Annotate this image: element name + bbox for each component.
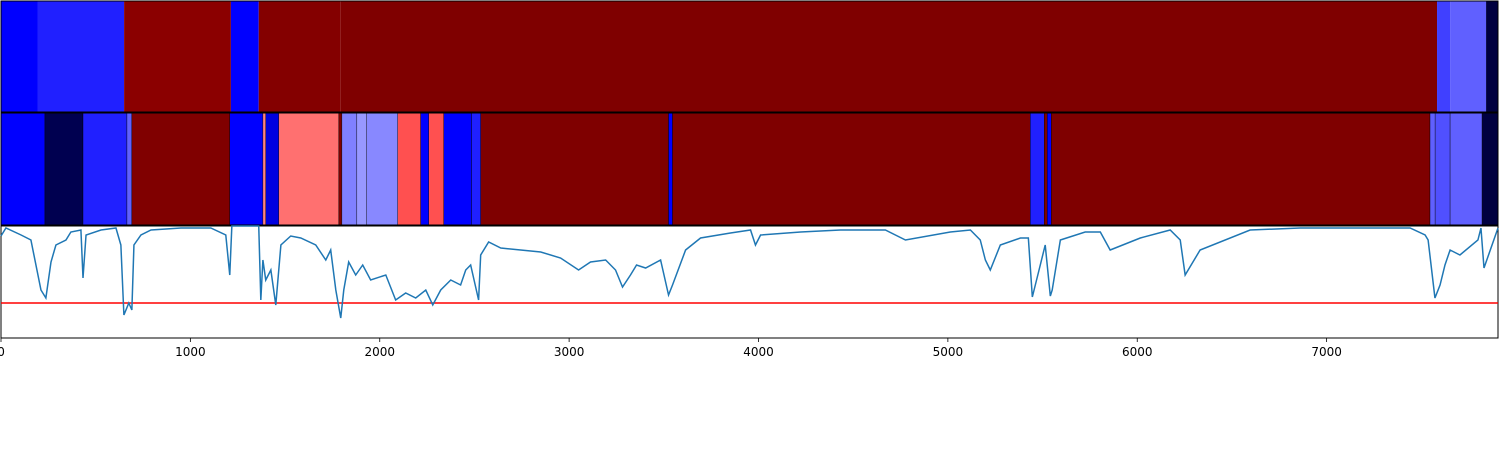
segment [229,112,264,226]
segment [1047,112,1052,226]
segment [1429,112,1436,226]
segment [340,1,1438,112]
segment [341,112,358,226]
segment [443,112,472,226]
series-line [0,225,1499,319]
segment [37,1,125,112]
band-frame [0,0,1499,113]
segment [131,112,230,226]
segment [124,1,231,112]
segment [480,112,669,226]
segment [1437,1,1451,112]
segment [265,112,280,226]
x-tick-label: 7000 [1311,345,1342,359]
segment [1481,112,1499,226]
segment [366,112,398,226]
segment [338,112,343,226]
segment [230,1,259,112]
segment [262,112,266,226]
x-tick-label: 3000 [554,345,585,359]
segment [0,112,46,226]
segment [1030,112,1045,226]
segment [672,112,1031,226]
segment [668,112,673,226]
x-tick-label: 2000 [364,345,395,359]
segment [471,112,481,226]
segment [420,112,429,226]
plot-frame [0,225,1499,339]
band-frame [0,112,1499,226]
segment [1051,112,1431,226]
x-tick-label: 5000 [933,345,964,359]
segment [1434,112,1451,226]
segment [126,112,133,226]
segment [278,112,340,226]
segment [1449,112,1483,226]
segment [428,112,444,226]
segment [82,112,128,226]
segment [258,1,341,112]
segment [44,112,84,226]
x-tick-label: 6000 [1122,345,1153,359]
segment [1044,112,1048,226]
segment [397,112,421,226]
segment [356,112,367,226]
segment [1,1,38,112]
segment [1450,1,1487,112]
x-tick-label: 0 [0,345,5,359]
segment [1486,1,1498,112]
x-tick-label: 4000 [743,345,774,359]
x-tick-label: 1000 [175,345,206,359]
